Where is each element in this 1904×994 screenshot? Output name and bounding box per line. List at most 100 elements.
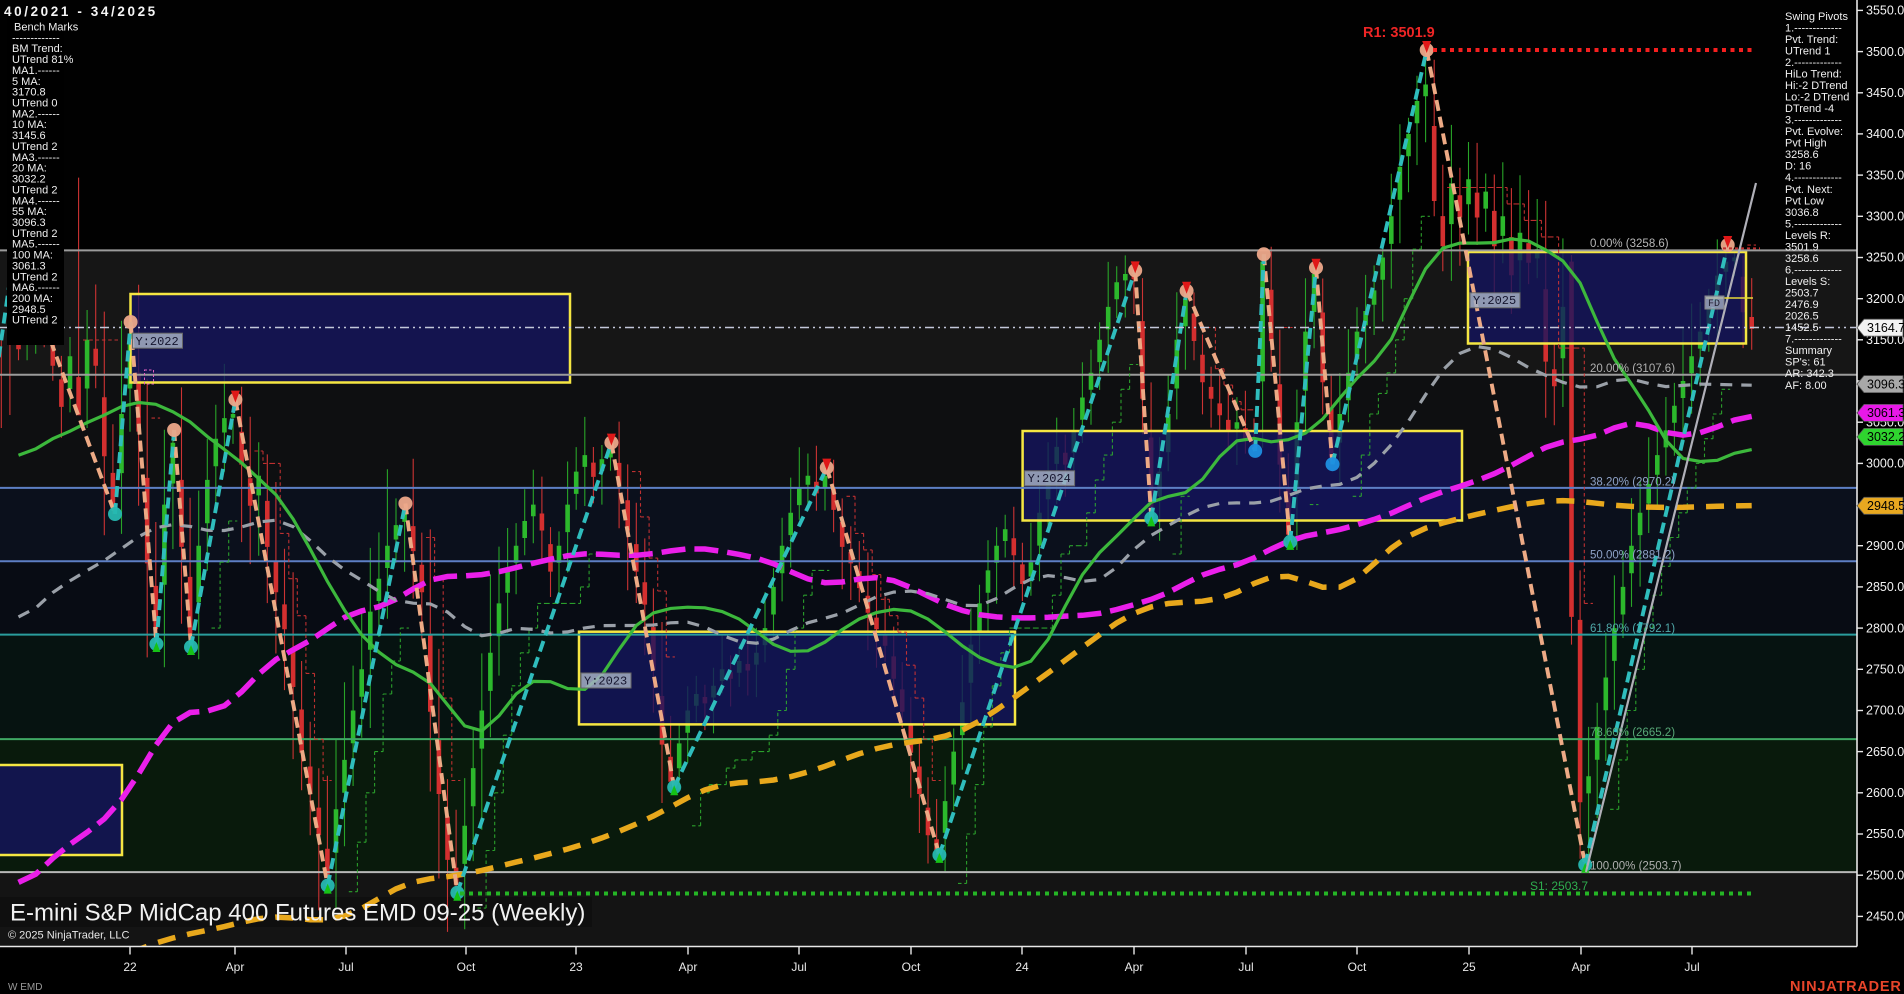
svg-text:3061.3: 3061.3	[1867, 406, 1904, 420]
svg-text:3170.8: 3170.8	[12, 87, 46, 99]
svg-text:25: 25	[1462, 960, 1476, 974]
svg-text:AR: 342.3: AR: 342.3	[1785, 368, 1834, 380]
svg-text:50.00% (2881.2): 50.00% (2881.2)	[1590, 550, 1675, 562]
svg-text:Summary: Summary	[1785, 345, 1833, 357]
svg-text:AF: 8.00: AF: 8.00	[1785, 380, 1827, 392]
svg-text:Apr: Apr	[226, 960, 245, 974]
svg-text:100 MA:: 100 MA:	[12, 250, 53, 262]
svg-text:MA1.------: MA1.------	[12, 65, 60, 77]
svg-text:UTrend 1: UTrend 1	[1785, 45, 1830, 57]
svg-text:Pvt Low: Pvt Low	[1785, 195, 1824, 207]
svg-text:UTrend 2: UTrend 2	[12, 184, 57, 196]
svg-text:Y:2023: Y:2023	[584, 675, 627, 689]
svg-text:SP's: 61: SP's: 61	[1785, 357, 1826, 369]
svg-text:3450.0: 3450.0	[1866, 86, 1904, 100]
svg-text:3096.3: 3096.3	[12, 217, 46, 229]
svg-text:Pvt. Next:: Pvt. Next:	[1785, 184, 1833, 196]
svg-text:UTrend 81%: UTrend 81%	[12, 54, 74, 66]
svg-text:3258.6: 3258.6	[1785, 149, 1819, 161]
svg-text:D: 16: D: 16	[1785, 161, 1811, 173]
svg-text:2800.0: 2800.0	[1866, 621, 1904, 635]
svg-text:38.20% (2970.2): 38.20% (2970.2)	[1590, 477, 1675, 489]
svg-text:2650.0: 2650.0	[1866, 745, 1904, 759]
svg-text:Apr: Apr	[679, 960, 698, 974]
svg-text:MA5.------: MA5.------	[12, 239, 60, 251]
svg-text:2948.5: 2948.5	[1867, 499, 1904, 513]
svg-text:5.-------------: 5.-------------	[1785, 218, 1842, 230]
svg-text:3061.3: 3061.3	[12, 260, 46, 272]
svg-text:Oct: Oct	[457, 960, 476, 974]
svg-text:Swing Pivots: Swing Pivots	[1785, 11, 1848, 23]
svg-text:100.00% (2503.7): 100.00% (2503.7)	[1590, 861, 1682, 873]
svg-text:NINJATRADER: NINJATRADER	[1790, 979, 1902, 994]
svg-text:2500.0: 2500.0	[1866, 868, 1904, 882]
svg-text:5 MA:: 5 MA:	[12, 76, 41, 88]
svg-text:3.-------------: 3.-------------	[1785, 115, 1842, 127]
svg-text:2026.5: 2026.5	[1785, 311, 1819, 323]
svg-text:Jul: Jul	[791, 960, 806, 974]
svg-text:Y:2022: Y:2022	[136, 335, 179, 349]
svg-text:2900.0: 2900.0	[1866, 539, 1904, 553]
svg-text:Y:2024: Y:2024	[1028, 472, 1071, 486]
svg-text:Hi:-2 DTrend: Hi:-2 DTrend	[1785, 80, 1848, 92]
svg-text:UTrend 0: UTrend 0	[12, 98, 57, 110]
svg-text:R1: 3501.9: R1: 3501.9	[1363, 25, 1435, 41]
svg-text:3300.0: 3300.0	[1866, 210, 1904, 224]
svg-text:2948.5: 2948.5	[12, 304, 46, 316]
svg-text:78.60% (2665.2): 78.60% (2665.2)	[1590, 727, 1675, 739]
svg-text:2850.0: 2850.0	[1866, 580, 1904, 594]
svg-text:E-mini S&P MidCap 400 Futures: E-mini S&P MidCap 400 Futures EMD 09-25 …	[10, 900, 585, 927]
svg-text:W EMD: W EMD	[8, 982, 42, 993]
svg-text:Jul: Jul	[1684, 960, 1699, 974]
svg-text:3032.2: 3032.2	[12, 174, 46, 186]
svg-text:-------------: -------------	[12, 32, 60, 44]
svg-text:2750.0: 2750.0	[1866, 663, 1904, 677]
svg-text:24: 24	[1015, 960, 1029, 974]
svg-text:HiLo Trend:: HiLo Trend:	[1785, 69, 1842, 81]
svg-text:3550.0: 3550.0	[1866, 4, 1904, 18]
svg-text:© 2025 NinjaTrader, LLC: © 2025 NinjaTrader, LLC	[8, 930, 129, 942]
svg-text:MA6.------: MA6.------	[12, 282, 60, 294]
svg-text:1452.5: 1452.5	[1785, 322, 1819, 334]
svg-text:UTrend 2: UTrend 2	[12, 271, 57, 283]
svg-text:61.80% (2792.1): 61.80% (2792.1)	[1590, 623, 1675, 635]
svg-text:Oct: Oct	[902, 960, 921, 974]
svg-text:Apr: Apr	[1572, 960, 1591, 974]
svg-text:MA2.------: MA2.------	[12, 108, 60, 120]
svg-text:Pvt High: Pvt High	[1785, 138, 1827, 150]
svg-text:6.-------------: 6.-------------	[1785, 265, 1842, 277]
svg-text:2.-------------: 2.-------------	[1785, 57, 1842, 69]
svg-text:S1: 2503.7: S1: 2503.7	[1530, 879, 1588, 893]
svg-text:2503.7: 2503.7	[1785, 288, 1819, 300]
svg-text:BM Trend:: BM Trend:	[12, 43, 63, 55]
svg-text:UTrend 2: UTrend 2	[12, 141, 57, 153]
svg-text:2450.0: 2450.0	[1866, 910, 1904, 924]
svg-text:Levels S:: Levels S:	[1785, 276, 1830, 288]
svg-text:DTrend -4: DTrend -4	[1785, 103, 1834, 115]
svg-text:3258.6: 3258.6	[1785, 253, 1819, 265]
svg-text:Pvt. Evolve:: Pvt. Evolve:	[1785, 126, 1843, 138]
svg-text:3400.0: 3400.0	[1866, 127, 1904, 141]
svg-text:Pvt. Trend:: Pvt. Trend:	[1785, 34, 1838, 46]
svg-text:3501.9: 3501.9	[1785, 241, 1819, 253]
svg-text:UTrend 2: UTrend 2	[12, 315, 57, 327]
svg-text:10 MA:: 10 MA:	[12, 119, 47, 131]
svg-text:20.00% (3107.6): 20.00% (3107.6)	[1590, 363, 1675, 375]
svg-text:3032.2: 3032.2	[1867, 430, 1904, 444]
svg-text:Lo:-2 DTrend: Lo:-2 DTrend	[1785, 92, 1849, 104]
svg-text:7.-------------: 7.-------------	[1785, 334, 1842, 346]
svg-text:Jul: Jul	[1238, 960, 1253, 974]
svg-text:3500.0: 3500.0	[1866, 45, 1904, 59]
svg-text:2550.0: 2550.0	[1866, 827, 1904, 841]
svg-text:2700.0: 2700.0	[1866, 704, 1904, 718]
svg-text:3200.0: 3200.0	[1866, 292, 1904, 306]
svg-text:Jul: Jul	[338, 960, 353, 974]
svg-text:3145.6: 3145.6	[12, 130, 46, 142]
svg-text:3350.0: 3350.0	[1866, 168, 1904, 182]
svg-text:Levels R:: Levels R:	[1785, 230, 1831, 242]
svg-text:200 MA:: 200 MA:	[12, 293, 53, 305]
svg-text:3096.3: 3096.3	[1867, 377, 1904, 391]
svg-text:22: 22	[123, 960, 137, 974]
svg-text:3036.8: 3036.8	[1785, 207, 1819, 219]
svg-text:Y:2025: Y:2025	[1473, 294, 1516, 308]
